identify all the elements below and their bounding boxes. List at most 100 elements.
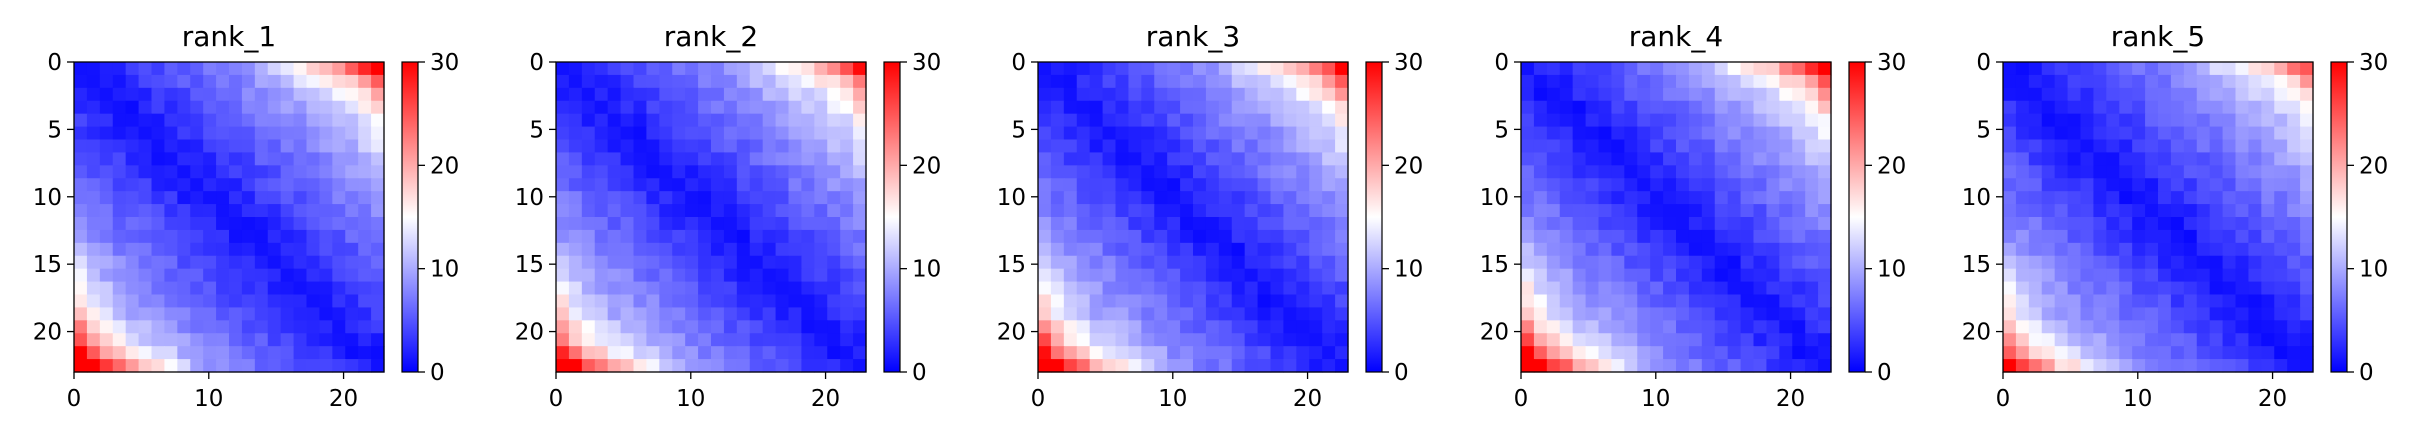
- heatmap-cell: [659, 152, 673, 166]
- heatmap-cell: [1572, 242, 1587, 257]
- heatmap-cell: [736, 62, 751, 76]
- heatmap-cell: [1309, 307, 1323, 321]
- heatmap-cell: [1154, 74, 1168, 89]
- heatmap-cell: [1701, 74, 1716, 89]
- heatmap-cell: [1766, 217, 1780, 231]
- heatmap-cell: [2067, 229, 2082, 244]
- heatmap-cell: [723, 62, 738, 76]
- heatmap-cell: [1089, 320, 1104, 334]
- heatmap-cell: [1792, 87, 1806, 102]
- heatmap-cell: [86, 165, 101, 179]
- heatmap-cell: [1818, 307, 1832, 321]
- heatmap-cell: [2261, 255, 2275, 270]
- heatmap-cell: [1546, 346, 1561, 360]
- heatmap-cell: [1128, 320, 1142, 334]
- heatmap-cell: [2300, 126, 2314, 141]
- heatmap-cell: [581, 217, 596, 231]
- heatmap-cell: [2300, 152, 2314, 166]
- heatmap-cell: [814, 294, 828, 309]
- heatmap-cell: [2119, 178, 2133, 192]
- colorbar-tick-label: 30: [2359, 50, 2388, 76]
- heatmap-cell: [74, 229, 88, 244]
- heatmap-cell: [2041, 229, 2056, 244]
- x-tick-label: 0: [1031, 386, 1046, 412]
- heatmap-cell: [1559, 74, 1574, 89]
- heatmap-cell: [2261, 217, 2275, 231]
- heatmap-cell: [607, 126, 622, 141]
- heatmap-cell: [711, 333, 725, 347]
- heatmap-cell: [1598, 217, 1613, 231]
- heatmap-cell: [801, 113, 815, 128]
- heatmap-cell: [840, 217, 854, 231]
- heatmap-cell: [1701, 242, 1716, 257]
- heatmap-cell: [698, 126, 712, 141]
- heatmap-cell: [125, 152, 140, 166]
- heatmap-cell: [659, 191, 673, 205]
- heatmap-cell: [1205, 191, 1220, 205]
- heatmap-cell: [1598, 113, 1613, 128]
- heatmap-cell: [814, 165, 828, 179]
- heatmap-cell: [306, 242, 321, 257]
- heatmap-cell: [840, 204, 854, 218]
- heatmap-cell: [711, 255, 725, 270]
- heatmap-cell: [1063, 100, 1078, 115]
- heatmap-cell: [749, 320, 764, 334]
- heatmap-cell: [633, 100, 648, 115]
- heatmap-cell: [267, 165, 282, 179]
- heatmap-cell: [840, 346, 854, 360]
- heatmap-cell: [74, 113, 88, 128]
- heatmap-cell: [280, 346, 295, 360]
- heatmap-cell: [216, 242, 230, 257]
- heatmap-cell: [1076, 139, 1091, 154]
- heatmap-cell: [762, 255, 777, 270]
- heatmap-cell: [1128, 191, 1142, 205]
- heatmap-cell: [1650, 346, 1664, 360]
- heatmap-cell: [1257, 333, 1272, 347]
- heatmap-cell: [2067, 74, 2082, 89]
- heatmap-cell: [1167, 87, 1181, 102]
- heatmap-cell: [1792, 242, 1806, 257]
- heatmap-cell: [1309, 126, 1323, 141]
- heatmap-cell: [1154, 87, 1168, 102]
- heatmap-cell: [762, 87, 777, 102]
- heatmap-cell: [1663, 87, 1677, 102]
- heatmap-cell: [1650, 191, 1664, 205]
- heatmap-cell: [2235, 333, 2250, 347]
- heatmap-cell: [2132, 229, 2146, 244]
- x-tick-label: 0: [1514, 386, 1529, 412]
- heatmap-cell: [2093, 307, 2107, 321]
- heatmap-cell: [698, 320, 712, 334]
- heatmap-cell: [1283, 359, 1297, 373]
- heatmap-cell: [1115, 242, 1130, 257]
- heatmap-cell: [556, 307, 570, 321]
- heatmap-cell: [1270, 178, 1285, 192]
- heatmap-cell: [2196, 281, 2211, 296]
- heatmap-cell: [1805, 307, 1819, 321]
- heatmap-cell: [2222, 126, 2237, 141]
- heatmap-cell: [1231, 333, 1246, 347]
- heatmap-cell: [2158, 165, 2172, 179]
- heatmap-cell: [1205, 74, 1220, 89]
- heatmap-cell: [1205, 126, 1220, 141]
- heatmap-cell: [1309, 87, 1323, 102]
- heatmap-cell: [1585, 178, 1600, 192]
- heatmap-cell: [112, 204, 127, 218]
- heatmap-cell: [672, 268, 686, 283]
- heatmap-cell: [2145, 281, 2159, 296]
- heatmap-cell: [853, 268, 867, 283]
- heatmap-cell: [306, 307, 321, 321]
- heatmap-cell: [164, 126, 178, 141]
- heatmap-cell: [1611, 346, 1625, 360]
- heatmap-cell: [1335, 307, 1349, 321]
- heatmap-cell: [1128, 87, 1142, 102]
- heatmap-cell: [568, 204, 583, 218]
- heatmap-cell: [1650, 268, 1664, 283]
- heatmap-cell: [1218, 268, 1233, 283]
- heatmap-cell: [190, 152, 204, 166]
- heatmap-cell: [1714, 281, 1729, 296]
- heatmap-cell: [358, 191, 372, 205]
- heatmap-cell: [1089, 165, 1104, 179]
- heatmap-cell: [1766, 152, 1780, 166]
- heatmap-cell: [1650, 320, 1664, 334]
- heatmap-cell: [1270, 281, 1285, 296]
